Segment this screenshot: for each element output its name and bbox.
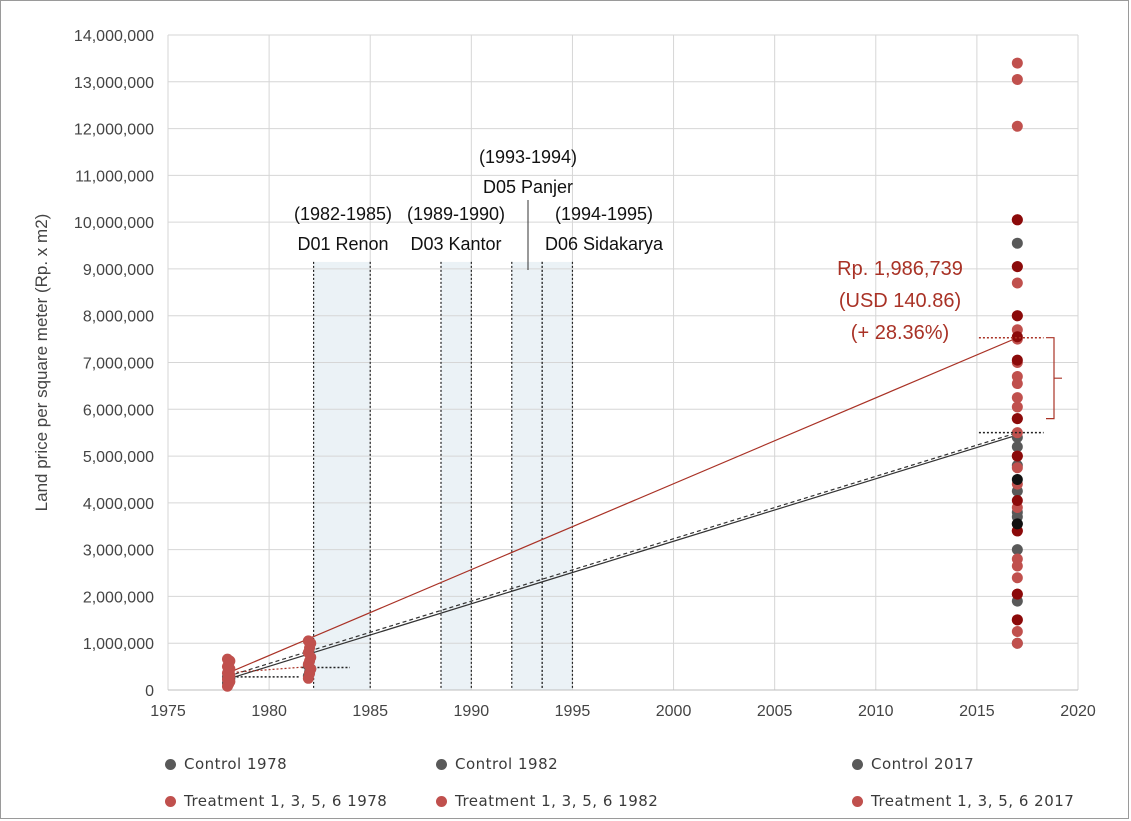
period-band — [542, 261, 573, 690]
legend-dot-icon — [852, 759, 863, 770]
period-name-label: D01 Renon — [297, 234, 388, 254]
x-tick-label: 2020 — [1060, 703, 1096, 720]
scatter-point — [1011, 214, 1023, 226]
legend-dot-icon — [165, 759, 176, 770]
legend-dot-icon — [436, 796, 447, 807]
scatter-point — [1011, 120, 1023, 132]
period-band — [441, 261, 472, 690]
y-tick-label: 0 — [145, 683, 154, 700]
scatter-point — [221, 653, 233, 665]
scatter-point — [1011, 73, 1023, 85]
scatter-point — [1011, 401, 1023, 413]
reference-segment — [228, 666, 310, 674]
legend-item: Control 1982 — [436, 755, 558, 773]
x-tick-label: 2015 — [959, 703, 995, 720]
y-tick-label: 14,000,000 — [74, 28, 154, 45]
scatter-point — [302, 635, 314, 647]
legend-dot-icon — [436, 759, 447, 770]
y-tick-label: 1,000,000 — [83, 636, 154, 653]
y-tick-label: 12,000,000 — [74, 122, 154, 139]
scatter-point — [1011, 427, 1023, 439]
scatter-point — [1011, 614, 1023, 626]
period-years-label: (1982-1985) — [294, 204, 392, 224]
period-years-label: (1993-1994) — [479, 147, 577, 167]
y-tick-label: 5,000,000 — [83, 449, 154, 466]
trend-line-treatment — [228, 337, 1018, 674]
period-name-label: D03 Kantor — [410, 234, 501, 254]
scatter-point — [1011, 237, 1023, 249]
period-years-label: (1994-1995) — [555, 204, 653, 224]
x-tick-label: 1980 — [251, 703, 287, 720]
scatter-point — [1011, 473, 1023, 485]
x-tick-label: 2005 — [757, 703, 793, 720]
legend-label: Treatment 1, 3, 5, 6 2017 — [871, 792, 1075, 810]
y-tick-label: 6,000,000 — [83, 402, 154, 419]
scatter-point — [1011, 450, 1023, 462]
x-tick-label: 2000 — [656, 703, 692, 720]
y-tick-label: 11,000,000 — [75, 168, 154, 185]
y-tick-label: 10,000,000 — [74, 215, 154, 232]
scatter-point — [1011, 331, 1023, 343]
period-name-label: D05 Panjer — [483, 177, 573, 197]
legend-label: Treatment 1, 3, 5, 6 1982 — [455, 792, 659, 810]
scatter-point — [1011, 626, 1023, 638]
scatter-point — [1011, 553, 1023, 565]
x-tick-label: 2010 — [858, 703, 894, 720]
period-years-label: (1989-1990) — [407, 204, 505, 224]
trend-line-control — [228, 434, 1018, 680]
legend-item: Control 2017 — [852, 755, 974, 773]
period-band — [313, 261, 371, 690]
trend-line-control-dashed — [228, 432, 1018, 677]
y-tick-label: 4,000,000 — [83, 496, 154, 513]
period-band — [511, 261, 543, 690]
legend-item: Treatment 1, 3, 5, 6 2017 — [852, 792, 1074, 810]
y-tick-label: 7,000,000 — [83, 356, 154, 373]
scatter-point — [1011, 572, 1023, 584]
difference-annotation: (USD 140.86) — [839, 290, 961, 312]
scatter-point — [1011, 441, 1023, 453]
legend-item: Treatment 1, 3, 5, 6 1982 — [436, 792, 658, 810]
scatter-point — [1011, 277, 1023, 289]
legend-label: Control 1978 — [184, 755, 288, 773]
scatter-point — [1011, 354, 1023, 366]
scatter-point — [1011, 392, 1023, 404]
y-tick-label: 8,000,000 — [83, 309, 154, 326]
scatter-point — [1011, 544, 1023, 556]
difference-bracket — [1046, 337, 1062, 420]
scatter-point — [1011, 518, 1023, 530]
x-tick-label: 1975 — [150, 703, 186, 720]
y-tick-label: 2,000,000 — [83, 589, 154, 606]
scatter-point — [1011, 261, 1023, 273]
scatter-point — [1011, 413, 1023, 425]
legend-dot-icon — [852, 796, 863, 807]
y-tick-label: 13,000,000 — [74, 75, 154, 92]
scatter-point — [1011, 637, 1023, 649]
scatter-point — [1011, 57, 1023, 69]
scatter-point — [1011, 371, 1023, 383]
x-tick-label: 1990 — [454, 703, 490, 720]
legend-label: Treatment 1, 3, 5, 6 1978 — [184, 792, 388, 810]
scatter-point — [1011, 462, 1023, 474]
period-name-label: D06 Sidakarya — [545, 234, 664, 254]
y-axis-label: Land price per square meter (Rp. x m2) — [32, 214, 51, 512]
difference-annotation: Rp. 1,986,739 — [837, 258, 963, 280]
scatter-point — [1011, 495, 1023, 507]
y-tick-label: 3,000,000 — [83, 543, 154, 560]
difference-annotation: (+ 28.36%) — [851, 322, 949, 344]
scatter-point — [1011, 588, 1023, 600]
x-tick-label: 1995 — [555, 703, 591, 720]
legend-item: Control 1978 — [165, 755, 287, 773]
legend-label: Control 1982 — [455, 755, 559, 773]
x-tick-label: 1985 — [352, 703, 388, 720]
legend-dot-icon — [165, 796, 176, 807]
scatter-point — [1011, 310, 1023, 322]
y-tick-label: 9,000,000 — [83, 262, 154, 279]
legend-label: Control 2017 — [871, 755, 975, 773]
legend-item: Treatment 1, 3, 5, 6 1978 — [165, 792, 387, 810]
